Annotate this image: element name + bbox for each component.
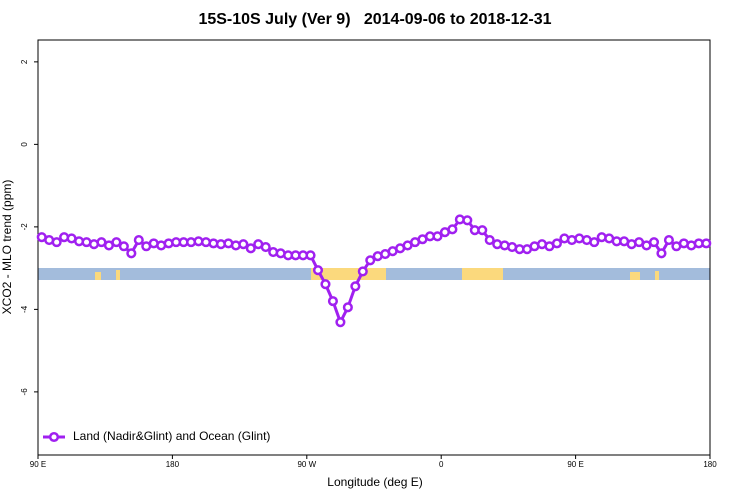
plot-frame — [37, 39, 711, 456]
land-ocean-strip — [38, 268, 710, 280]
data-point — [133, 235, 144, 246]
data-point — [477, 225, 488, 236]
y-tick-label: -4 — [20, 305, 29, 313]
data-point — [648, 237, 660, 248]
data-point — [589, 237, 600, 248]
x-tick-label: 90 W — [297, 460, 316, 469]
data-point — [350, 281, 361, 292]
data-point — [245, 243, 256, 254]
data-point — [51, 237, 62, 248]
data-point — [365, 255, 376, 266]
data-point — [357, 266, 368, 277]
x-axis-label: Longitude (deg E) — [327, 475, 422, 489]
x-tick-label: 0 — [439, 460, 444, 469]
data-point — [342, 302, 353, 313]
data-point — [701, 238, 712, 249]
data-point — [260, 242, 271, 253]
data-point — [335, 317, 346, 328]
data-point — [447, 224, 458, 235]
legend-label: Land (Nadir&Glint) and Ocean (Glint) — [73, 429, 270, 443]
x-tick-label: 90 E — [30, 460, 46, 469]
data-point — [118, 241, 129, 252]
y-tick-label: -6 — [20, 388, 29, 396]
data-point — [462, 215, 473, 226]
y-tick-label: -2 — [20, 223, 29, 231]
data-point — [484, 235, 495, 246]
x-tick-label: 180 — [703, 460, 717, 469]
data-point — [327, 296, 338, 307]
data-point — [656, 248, 667, 259]
data-point — [663, 235, 674, 246]
chart-title: 15S-10S July (Ver 9) 2014-09-06 to 2018-… — [198, 11, 551, 28]
data-point — [312, 265, 324, 276]
y-axis-label: XCO2 - MLO trend (ppm) — [0, 180, 14, 315]
legend-marker — [48, 431, 60, 443]
data-point — [320, 279, 331, 290]
data-point — [551, 238, 562, 249]
data-point — [305, 250, 316, 261]
y-tick-label: 0 — [20, 142, 29, 147]
x-tick-label: 180 — [166, 460, 180, 469]
data-point — [111, 237, 122, 248]
data-point — [238, 239, 249, 250]
data-point — [126, 248, 137, 259]
data-point — [432, 231, 443, 242]
y-tick-label: 2 — [20, 59, 29, 64]
x-tick-label: 90 E — [567, 460, 583, 469]
